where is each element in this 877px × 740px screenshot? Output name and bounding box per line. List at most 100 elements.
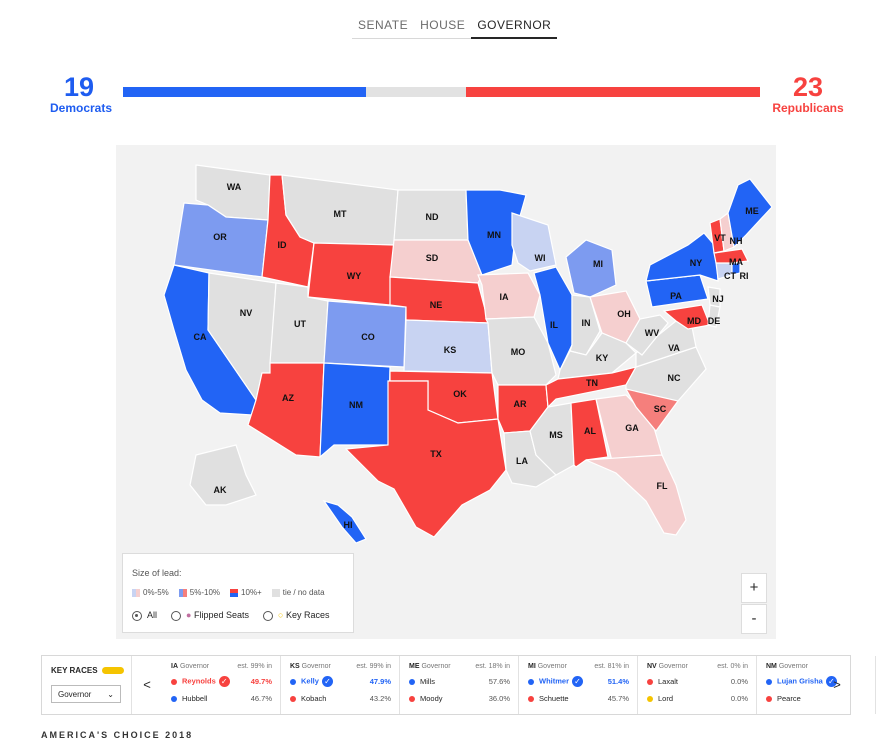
race-card-header: KS Governor est. 99% in — [290, 663, 391, 670]
state-nm[interactable] — [319, 362, 391, 459]
candidate-name: Lord — [658, 694, 674, 703]
race-office: Governor — [178, 663, 210, 670]
republicans-label: Republicans — [772, 101, 844, 115]
race-card-nv[interactable]: NV Governor est. 0% in Laxalt 0.0% Lord 0.0% — [638, 656, 757, 714]
state-va[interactable] — [635, 320, 697, 368]
state-label-mi: MI — [593, 259, 603, 269]
race-reporting: est. 0% in — [717, 663, 748, 670]
candidate-percent: 0.0% — [730, 694, 748, 703]
state-label-ma: MA — [729, 257, 743, 267]
state-label-nv: NV — [240, 308, 253, 318]
state-hi[interactable] — [322, 499, 367, 544]
filter-key-races[interactable]: ○ Key Races — [263, 610, 330, 621]
race-card-ia[interactable]: IA Governor est. 99% in Reynolds ✓ 49.7% Hubb… — [162, 656, 281, 714]
legend-filters: All ● Flipped Seats ○ Key Races — [132, 610, 330, 621]
filter-all[interactable]: All — [132, 610, 157, 621]
state-label-mt: MT — [334, 209, 347, 219]
state-label-oh: OH — [617, 309, 631, 319]
state-ri[interactable] — [731, 262, 741, 276]
race-type-select[interactable]: Governor ⌄ — [51, 685, 121, 703]
filter-flipped-seats[interactable]: ● Flipped Seats — [171, 610, 249, 621]
state-label-va: VA — [668, 343, 680, 353]
candidate-row: Lujan Grisha ✓ — [766, 676, 867, 687]
tab-senate[interactable]: SENATE — [358, 18, 409, 32]
party-dot-icon — [290, 695, 296, 702]
state-mi[interactable] — [565, 239, 617, 298]
state-fl[interactable] — [585, 454, 687, 536]
candidate-percent: 51.4% — [607, 677, 629, 686]
race-reporting: est. 99% in — [237, 663, 272, 670]
state-label-me: ME — [745, 206, 759, 216]
race-card-nm[interactable]: NM Governor Lujan Grisha ✓ Pearce — [757, 656, 876, 714]
party-dot-icon — [171, 695, 177, 702]
state-label-fl: FL — [657, 481, 668, 491]
state-label-de: DE — [708, 316, 721, 326]
tab-governor[interactable]: GOVERNOR — [471, 12, 558, 39]
prev-races-button[interactable]: < — [143, 677, 151, 692]
state-md[interactable] — [662, 304, 711, 330]
state-label-ri: RI — [740, 271, 749, 281]
zoom-out-button[interactable]: - — [741, 604, 767, 634]
state-wv[interactable] — [625, 314, 669, 356]
map-legend: Size of lead: 0%-5% 5%-10% 10%+ tie / no… — [122, 553, 354, 633]
candidate-name: Kelly ✓ — [301, 676, 370, 687]
state-label-or: OR — [213, 232, 227, 242]
race-type-tabs: SENATE HOUSE GOVERNOR — [352, 12, 558, 39]
key-races-header: KEY RACES Governor ⌄ — [42, 656, 132, 714]
tab-house[interactable]: HOUSE — [420, 18, 466, 32]
next-races-button[interactable]: > — [833, 677, 841, 692]
winner-check-icon: ✓ — [572, 676, 583, 687]
candidate-row: Kelly ✓ 47.9% — [290, 676, 391, 687]
legend-item-tie: tie / no data — [271, 588, 325, 597]
state-label-ga: GA — [625, 423, 639, 433]
state-ga[interactable] — [595, 394, 663, 462]
state-label-wi: WI — [535, 253, 546, 263]
zoom-in-button[interactable]: + — [741, 573, 767, 603]
state-label-ct: CT — [724, 271, 736, 281]
winner-check-icon: ✓ — [321, 676, 333, 687]
balance-of-power-bar — [123, 87, 760, 97]
state-label-ak: AK — [214, 485, 227, 495]
party-dot-icon — [409, 695, 415, 702]
candidate-row: Reynolds ✓ 49.7% — [171, 676, 272, 687]
legend-item-5-10: 5%-10% — [178, 588, 220, 597]
state-me[interactable] — [727, 178, 773, 249]
democrats-label: Democrats — [50, 101, 113, 115]
candidate-row: Schuette 45.7% — [528, 693, 629, 704]
key-races-label: KEY RACES — [51, 666, 98, 675]
state-nj[interactable] — [707, 286, 721, 308]
us-map: WA OR CA NV ID MT WY UT AZ CO NM ND SD NE KS OK TX MN IA MO… — [163, 164, 773, 544]
party-dot-icon — [647, 678, 653, 685]
results-map: WA OR CA NV ID MT WY UT AZ CO NM ND SD NE KS OK TX MN IA MO… — [116, 145, 776, 639]
state-label-in: IN — [582, 318, 591, 328]
candidate-row: Kobach 43.2% — [290, 693, 391, 704]
key-race-marker-icon — [101, 667, 124, 674]
state-wi[interactable] — [511, 212, 557, 272]
race-reporting: est. 81% in — [594, 663, 629, 670]
state-ma[interactable] — [713, 248, 749, 264]
candidate-name: Schuette — [539, 694, 569, 703]
radio-selected-icon — [132, 610, 142, 621]
state-label-il: IL — [550, 320, 559, 330]
state-ny[interactable] — [645, 232, 719, 282]
race-state: NV — [647, 663, 657, 670]
race-card-ks[interactable]: KS Governor est. 99% in Kelly ✓ 47.9% Kobach 4… — [281, 656, 400, 714]
race-state: MI — [528, 663, 536, 670]
candidate-percent: 43.2% — [369, 694, 391, 703]
candidate-name: Reynolds ✓ — [182, 676, 251, 687]
state-label-al: AL — [584, 426, 596, 436]
state-label-la: LA — [516, 456, 528, 466]
candidate-name: Mills — [420, 677, 435, 686]
state-ia[interactable] — [477, 272, 541, 320]
state-label-wv: WV — [645, 328, 660, 338]
race-office: Governor — [299, 663, 331, 670]
race-card-mi[interactable]: MI Governor est. 81% in Whitmer ✓ 51.4% Schue… — [519, 656, 638, 714]
race-card-me[interactable]: ME Governor est. 18% in Mills 57.6% Moody 36.… — [400, 656, 519, 714]
state-label-hi: HI — [344, 520, 353, 530]
radio-icon — [171, 610, 182, 621]
state-tx[interactable] — [344, 380, 507, 538]
race-card-header: NV Governor est. 0% in — [647, 663, 748, 670]
state-label-wa: WA — [227, 182, 242, 192]
candidate-row: Pearce — [766, 693, 867, 704]
state-ak[interactable] — [189, 444, 257, 506]
